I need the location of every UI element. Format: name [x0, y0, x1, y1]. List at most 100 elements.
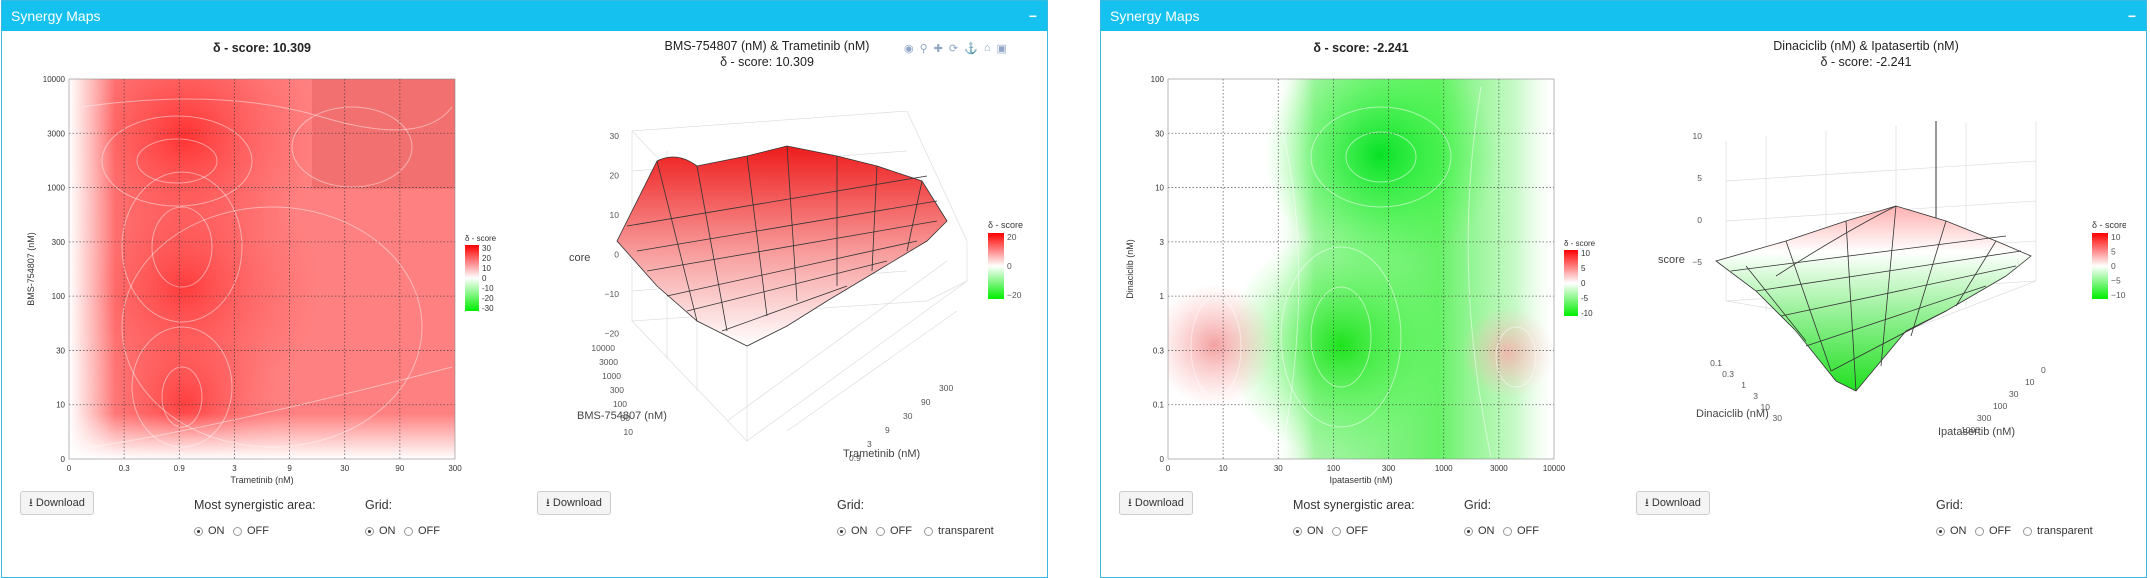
y-tick-label: 3000 [47, 129, 65, 138]
surface-title-line1: BMS-754807 (nM) & Trametinib (nM) [664, 39, 870, 53]
y-tick-label: 3 [1753, 391, 1758, 401]
surface-legend-bar [988, 233, 1004, 299]
radio-label: transparent [2037, 525, 2093, 537]
most-synergistic-label: Most synergistic area: [194, 498, 316, 512]
panel-header: Synergy Maps − [2, 1, 1047, 31]
panel-title: Synergy Maps [1110, 8, 1200, 24]
y-tick-label: 10 [1155, 184, 1164, 193]
plot-modebar: ◉ ⚲ ✚ ⟳ ⚓ ⌂ ▣ [904, 42, 1007, 55]
x-tick-label: 9 [287, 464, 292, 473]
most-synergistic-on-radio[interactable]: ON [194, 525, 225, 537]
y-tick-label: 30 [1155, 129, 1164, 138]
surface-title-line2: δ - score: -2.241 [1820, 55, 1912, 69]
surface-z-label: core [569, 252, 590, 264]
radio-label: ON [851, 525, 868, 537]
y-tick-label: 1 [1160, 292, 1165, 301]
heatmap-legend-title: δ - score [1564, 239, 1596, 248]
grid3d-transparent-radio[interactable]: transparent [924, 525, 994, 537]
z-tick-label: 0 [1697, 215, 1702, 225]
z-tick-label: 0 [614, 250, 619, 260]
heatmap-y-label: Dinaciclib (nM) [1125, 239, 1135, 299]
download-button-surface[interactable]: ⭳ Download [1636, 491, 1710, 515]
legend-tick-label: 10 [1581, 249, 1590, 258]
radio-label: OFF [247, 525, 269, 537]
collapse-button[interactable]: − [2127, 8, 2136, 24]
surface-mesh [1715, 205, 2032, 392]
y-tick-label: 0 [61, 455, 66, 464]
grid3d-off-radio[interactable]: OFF [1975, 525, 2011, 537]
x-tick-label: 100 [1993, 401, 2007, 411]
camera-icon[interactable]: ◉ [904, 43, 914, 55]
most-synergistic-off-radio[interactable]: OFF [233, 525, 269, 537]
y-tick-label: 30 [56, 346, 65, 355]
hover-icon[interactable]: ▣ [996, 43, 1007, 55]
legend-tick-label: -10 [482, 284, 494, 293]
grid3d-off-radio[interactable]: OFF [876, 525, 912, 537]
y-tick-label: 0.1 [1710, 358, 1722, 368]
x-tick-label: 30 [2009, 389, 2019, 399]
y-tick-label: 0.1 [1153, 401, 1165, 410]
orbit-icon[interactable]: ⚓ [964, 43, 978, 55]
z-tick-label: −10 [605, 289, 620, 299]
legend-tick-label: -5 [1581, 294, 1589, 303]
z-tick-label: 20 [610, 171, 620, 181]
y-tick-label: 3000 [599, 357, 618, 367]
radio-label: OFF [890, 525, 912, 537]
grid-on-radio[interactable]: ON [1464, 525, 1495, 537]
x-tick-label: 3000 [1490, 464, 1508, 473]
y-tick-label: 1 [1741, 380, 1746, 390]
pan-icon[interactable]: ✚ [933, 43, 943, 55]
heatmap-plot-right[interactable]: 0 10 30 100 300 1000 3000 10000 00.10.313103010… [1121, 67, 1601, 497]
y-tick-label: 300 [610, 385, 624, 395]
rotate-icon[interactable]: ⟳ [948, 43, 959, 55]
download-button-surface[interactable]: ⭳ Download [537, 491, 611, 515]
surface-z-label: score [1658, 254, 1685, 266]
panel-header: Synergy Maps − [1101, 1, 2146, 31]
grid3d-on-radio[interactable]: ON [837, 525, 868, 537]
surface-x-label: Ipatasertib (nM) [1938, 426, 2015, 438]
x-tick-label: 3 [867, 439, 872, 449]
x-tick-label: 90 [395, 464, 404, 473]
heatmap-x-label: Trametinib (nM) [230, 475, 293, 485]
grid-off-radio[interactable]: OFF [1503, 525, 1539, 537]
y-tick-label: 3 [1160, 238, 1165, 247]
y-tick-label: 30 [1773, 413, 1783, 423]
surface-y-label: BMS-754807 (nM) [577, 410, 667, 422]
x-tick-label: 300 [1977, 413, 1991, 423]
download-button-heatmap[interactable]: ⭳ Download [20, 491, 94, 515]
grid3d-transparent-radio[interactable]: transparent [2023, 525, 2093, 537]
z-tick-label: 5 [1697, 173, 1702, 183]
legend-tick-label: -30 [482, 304, 494, 313]
download-button-heatmap[interactable]: ⭳ Download [1119, 491, 1193, 515]
grid-on-radio[interactable]: ON [365, 525, 396, 537]
home-icon[interactable]: ⌂ [983, 42, 991, 54]
y-tick-label: 0.3 [1722, 369, 1734, 379]
heatmap-x-label: Ipatasertib (nM) [1329, 475, 1392, 485]
download-label: Download [552, 497, 602, 509]
x-tick-label: 90 [921, 397, 931, 407]
x-tick-label: 1000 [1961, 425, 1980, 435]
heatmap-legend-bar [465, 245, 479, 311]
heatmap-title: δ - score: 10.309 [152, 41, 372, 55]
radio-label: transparent [938, 525, 994, 537]
legend-tick-label: 0 [1581, 279, 1586, 288]
zoom-icon[interactable]: ⚲ [919, 43, 928, 55]
grid3d-on-radio[interactable]: ON [1936, 525, 1967, 537]
heatmap-plot-left[interactable]: 0 0.3 0.9 3 9 30 90 300 01030100300100030001000… [22, 67, 502, 497]
radio-label: OFF [418, 525, 440, 537]
most-synergistic-off-radio[interactable]: OFF [1332, 525, 1368, 537]
heatmap-score: 10.309 [272, 41, 311, 55]
grid3d-label: Grid: [1936, 498, 1964, 512]
collapse-button[interactable]: − [1028, 8, 1037, 24]
x-tick-label: 100 [1327, 464, 1341, 473]
y-tick-label: 30 [621, 413, 631, 423]
x-tick-label: 9 [885, 425, 890, 435]
legend-tick-label: 0 [1007, 261, 1012, 271]
y-tick-label: 0.3 [1153, 346, 1165, 355]
grid-off-radio[interactable]: OFF [404, 525, 440, 537]
heatmap-score: -2.241 [1373, 41, 1409, 55]
most-synergistic-on-radio[interactable]: ON [1293, 525, 1324, 537]
x-tick-label: 1000 [1435, 464, 1453, 473]
